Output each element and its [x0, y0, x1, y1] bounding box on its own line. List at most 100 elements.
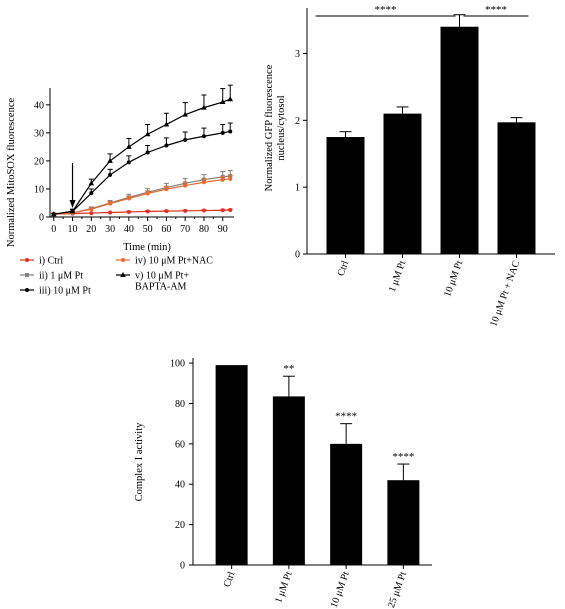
- data-point: [50, 211, 57, 217]
- data-point: [89, 211, 94, 216]
- x-tick-label: 20: [86, 224, 96, 235]
- series-group: [50, 84, 234, 217]
- y-tick-label: 10: [34, 184, 44, 195]
- data-point: [163, 121, 170, 127]
- y-axis-title: Complex I activity: [134, 422, 145, 501]
- significance-label: ****: [375, 4, 397, 16]
- data-point: [183, 137, 188, 142]
- bar: [383, 113, 422, 254]
- data-point: [220, 177, 225, 182]
- data-point: [88, 180, 95, 186]
- legend-label: iv) 10 μM Pt+NAC: [135, 256, 213, 267]
- bar: [215, 365, 248, 565]
- legend-label: v) 10 μM Pt+ BAPTA-AM: [135, 271, 189, 293]
- series-line: [53, 130, 231, 215]
- data-point: [126, 143, 132, 149]
- bar: [330, 443, 363, 565]
- x-tick-label: 1 μM Pt: [387, 259, 409, 294]
- legend-label: i) Ctrl: [39, 256, 63, 267]
- legend-swatch-marker: [25, 258, 29, 262]
- significance-stars: ****: [335, 411, 357, 423]
- data-point: [228, 176, 233, 181]
- x-tick-label: 10 μM Pt: [442, 259, 465, 298]
- data-point: [145, 191, 150, 196]
- y-tick-label: 3: [295, 49, 300, 60]
- data-point: [201, 180, 206, 185]
- bar: [440, 26, 479, 254]
- x-tick-label: Ctrl: [336, 259, 352, 278]
- x-tick-label: Ctrl: [222, 570, 238, 589]
- x-tick-label: 1 μM Pt: [273, 570, 295, 605]
- data-point: [89, 207, 94, 212]
- data-point: [108, 201, 113, 206]
- data-point: [164, 143, 169, 148]
- data-point: [164, 187, 169, 192]
- x-tick-label: 50: [143, 224, 153, 235]
- data-point: [228, 129, 233, 134]
- x-tick-label: 10 μM Pt + NAC: [488, 259, 522, 328]
- legend-label: ii) 1 μM Pt: [39, 271, 83, 282]
- data-point: [227, 96, 234, 102]
- y-tick-label: 80: [175, 399, 185, 410]
- data-point: [220, 130, 225, 135]
- legend-swatch-marker: [25, 288, 29, 292]
- y-tick-label: 20: [175, 520, 185, 531]
- y-tick-label: 20: [34, 156, 44, 167]
- bar: [497, 122, 536, 255]
- data-point: [69, 208, 76, 214]
- significance-label: ****: [485, 4, 507, 16]
- data-point: [164, 209, 169, 214]
- x-tick-label: 40: [124, 224, 134, 235]
- data-point: [183, 208, 188, 213]
- mitosox-line-chart: 0 10 20 30 40 0 10 20 30 40 50 60 70 80 90 Time (min) No…: [6, 84, 234, 297]
- significance-stars: **: [283, 363, 294, 375]
- y-tick-label: 60: [175, 439, 185, 450]
- series-line: [53, 98, 231, 215]
- data-point: [126, 160, 131, 165]
- x-tick-label: 60: [161, 224, 171, 235]
- y-tick-label: 0: [180, 561, 185, 572]
- x-tick-label: 80: [199, 224, 209, 235]
- y-tick-label: 40: [34, 100, 44, 111]
- y-tick-label: 0: [39, 213, 44, 224]
- y-axis-title: Normalized MitoSOX fluorescence: [6, 98, 17, 248]
- data-point: [201, 134, 206, 139]
- y-tick-label: 1: [295, 183, 300, 194]
- data-point: [183, 183, 188, 188]
- y-axis-title: Normalized GFP fluorescencenucleus/cytos…: [264, 64, 287, 191]
- data-point: [201, 208, 206, 213]
- data-point: [145, 150, 150, 155]
- legend-swatch-marker: [120, 272, 126, 277]
- x-tick-label: 0: [51, 224, 56, 235]
- significance-stars: ****: [392, 451, 414, 463]
- y-tick-label: 100: [170, 359, 185, 370]
- data-point: [228, 207, 233, 212]
- stimulus-arrow-head: [69, 200, 76, 208]
- y-tick-label: 2: [295, 116, 300, 127]
- y-tick-label: 30: [34, 128, 44, 139]
- data-point: [107, 157, 113, 163]
- legend-label: iii) 10 μM Pt: [39, 286, 91, 297]
- x-tick-label: 70: [180, 224, 190, 235]
- data-point: [144, 131, 151, 137]
- bar: [387, 480, 420, 565]
- data-point: [182, 111, 188, 117]
- legend-swatch-marker: [25, 273, 29, 277]
- x-tick-label: 25 μM Pt: [386, 570, 409, 609]
- y-tick-label: 0: [295, 250, 300, 261]
- data-point: [108, 172, 113, 177]
- data-point: [201, 104, 207, 110]
- y-tick-label: 40: [175, 480, 185, 491]
- data-point: [89, 191, 94, 196]
- x-tick-label: 10: [68, 224, 78, 235]
- x-tick-label: 90: [218, 224, 228, 235]
- x-tick-label: 10 μM Pt: [329, 570, 352, 609]
- data-point: [126, 196, 131, 201]
- gfp-bar-chart: 0 1 2 3 Normalized GFP fluorescencenucleus/c…: [264, 4, 555, 328]
- x-axis-title: Time (min): [123, 242, 171, 253]
- data-point: [126, 209, 131, 214]
- data-point: [220, 208, 225, 213]
- bar: [272, 396, 305, 565]
- data-point: [219, 99, 226, 105]
- complex-i-bar-chart: 0 20 40 60 80 100 Complex I activity Ctrl ** 1 μM…: [134, 358, 432, 609]
